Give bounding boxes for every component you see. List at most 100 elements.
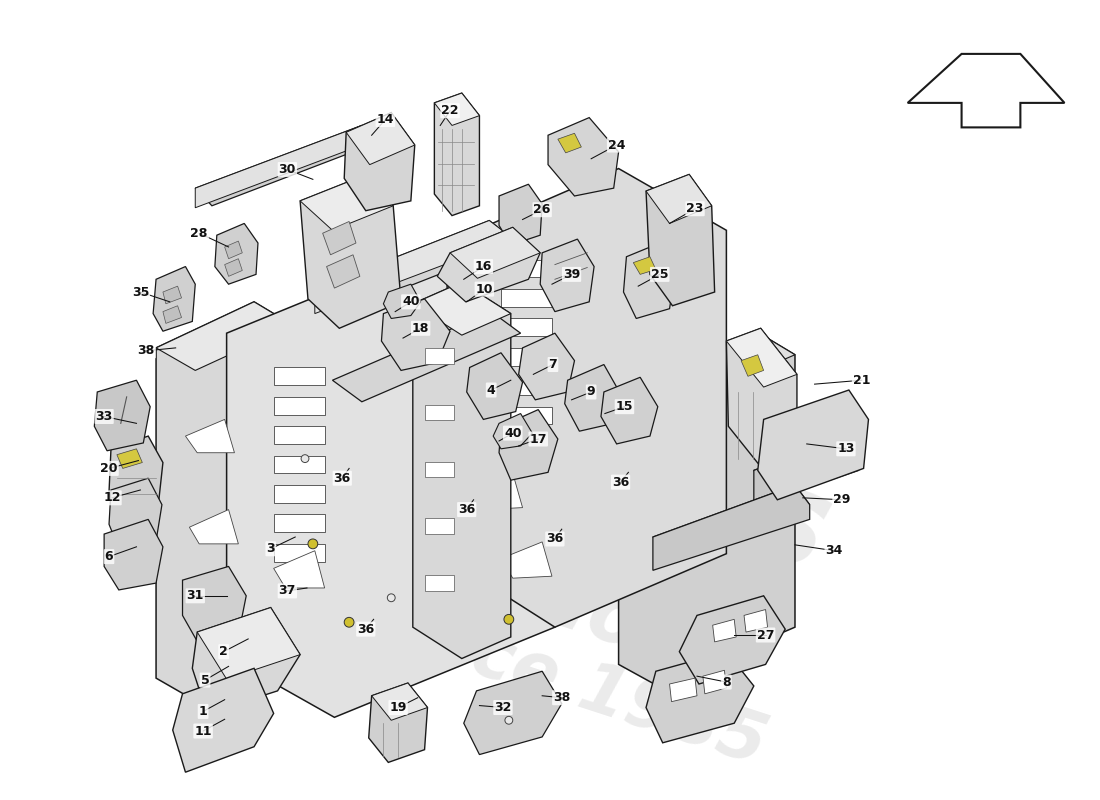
Polygon shape <box>754 436 859 506</box>
Polygon shape <box>500 542 552 578</box>
Circle shape <box>504 614 514 624</box>
Polygon shape <box>500 348 552 366</box>
Polygon shape <box>153 266 196 331</box>
Polygon shape <box>117 449 142 469</box>
Polygon shape <box>368 683 428 762</box>
Text: 27: 27 <box>757 629 774 642</box>
Polygon shape <box>425 405 454 420</box>
Polygon shape <box>618 331 795 686</box>
Polygon shape <box>274 367 324 385</box>
Polygon shape <box>438 227 540 302</box>
Polygon shape <box>703 670 726 694</box>
Polygon shape <box>653 485 810 570</box>
Text: 30: 30 <box>278 163 296 176</box>
Polygon shape <box>224 241 242 258</box>
Circle shape <box>308 539 318 549</box>
Polygon shape <box>196 126 378 206</box>
Circle shape <box>505 716 513 724</box>
Polygon shape <box>344 113 415 210</box>
Text: 2: 2 <box>219 645 228 658</box>
Text: 8: 8 <box>722 675 730 689</box>
Text: 9: 9 <box>586 386 595 398</box>
Polygon shape <box>646 652 754 743</box>
Text: 18: 18 <box>412 322 429 334</box>
Text: 32: 32 <box>494 701 512 714</box>
Text: 35: 35 <box>132 286 150 298</box>
Polygon shape <box>425 518 454 534</box>
Polygon shape <box>500 260 552 278</box>
Text: 39: 39 <box>563 268 580 281</box>
Polygon shape <box>173 668 274 772</box>
Polygon shape <box>382 299 450 370</box>
Text: 10: 10 <box>475 282 493 295</box>
Polygon shape <box>95 380 151 450</box>
Text: 3: 3 <box>266 542 275 555</box>
Polygon shape <box>754 436 859 494</box>
Polygon shape <box>300 176 393 230</box>
Text: 5: 5 <box>200 674 209 686</box>
Polygon shape <box>163 286 182 304</box>
Polygon shape <box>425 462 454 478</box>
Text: 15: 15 <box>616 400 634 413</box>
Polygon shape <box>109 478 162 549</box>
Polygon shape <box>186 419 234 453</box>
Polygon shape <box>624 243 675 318</box>
Polygon shape <box>327 254 360 288</box>
Polygon shape <box>315 221 518 314</box>
Text: 38: 38 <box>138 344 155 358</box>
Polygon shape <box>156 302 294 701</box>
Polygon shape <box>346 113 415 165</box>
Polygon shape <box>548 118 618 196</box>
Circle shape <box>344 618 354 627</box>
Polygon shape <box>908 54 1065 127</box>
Text: 17: 17 <box>529 433 547 446</box>
Text: 4: 4 <box>487 383 496 397</box>
Text: 40: 40 <box>403 295 419 308</box>
Polygon shape <box>499 410 558 480</box>
Polygon shape <box>425 575 454 591</box>
Polygon shape <box>192 598 241 632</box>
Text: 38: 38 <box>553 691 571 704</box>
Polygon shape <box>680 596 785 684</box>
Text: 14: 14 <box>376 113 394 126</box>
Text: 23: 23 <box>686 202 704 215</box>
Text: a passion: a passion <box>275 477 708 684</box>
Polygon shape <box>372 683 428 720</box>
Text: 12: 12 <box>103 491 121 504</box>
Polygon shape <box>670 678 697 702</box>
Polygon shape <box>412 282 510 335</box>
Text: 36: 36 <box>458 503 475 516</box>
Text: 36: 36 <box>612 476 629 489</box>
Text: 20: 20 <box>100 462 118 475</box>
Text: 40: 40 <box>504 426 521 440</box>
Polygon shape <box>274 426 324 444</box>
Text: 21: 21 <box>852 374 870 386</box>
Polygon shape <box>425 348 454 363</box>
Polygon shape <box>224 258 242 276</box>
Text: 34: 34 <box>825 544 843 558</box>
Polygon shape <box>713 619 736 642</box>
Polygon shape <box>109 436 163 518</box>
Text: europes: europes <box>234 293 846 599</box>
Polygon shape <box>322 222 356 254</box>
Polygon shape <box>274 485 324 502</box>
Polygon shape <box>741 354 763 376</box>
Text: 19: 19 <box>389 701 407 714</box>
Polygon shape <box>192 607 300 714</box>
Text: 36: 36 <box>333 472 351 485</box>
Polygon shape <box>412 282 510 658</box>
Text: 24: 24 <box>608 138 626 151</box>
Polygon shape <box>227 243 554 718</box>
Polygon shape <box>500 289 552 306</box>
Text: 13: 13 <box>837 442 855 455</box>
Text: 28: 28 <box>190 226 208 240</box>
Polygon shape <box>274 397 324 414</box>
Polygon shape <box>274 550 324 588</box>
Text: 7: 7 <box>549 358 558 371</box>
Polygon shape <box>163 306 182 323</box>
Polygon shape <box>450 227 540 278</box>
Polygon shape <box>500 318 552 336</box>
Text: 33: 33 <box>96 410 112 423</box>
Text: 37: 37 <box>278 585 296 598</box>
Polygon shape <box>300 176 402 328</box>
